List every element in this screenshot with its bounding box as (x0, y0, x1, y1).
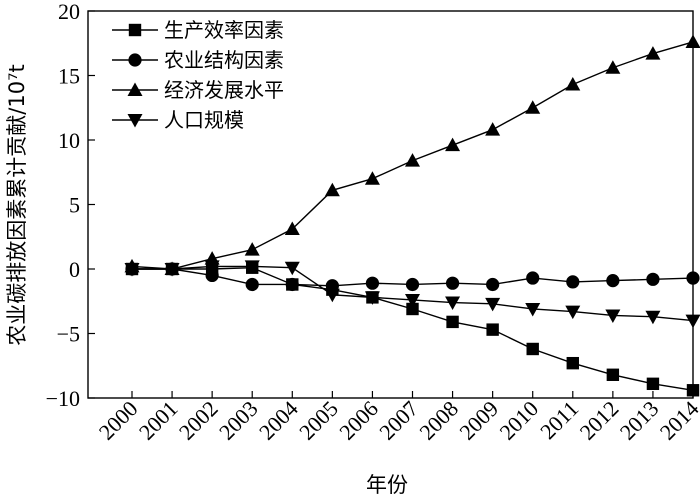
data-point (405, 293, 420, 308)
data-point (405, 277, 420, 292)
y-tick-label: 10 (58, 128, 80, 153)
data-point (445, 137, 461, 152)
data-point (645, 310, 661, 325)
x-tick-label: 2008 (414, 396, 463, 445)
data-point (245, 277, 259, 292)
legend-marker (128, 53, 142, 67)
data-point (606, 274, 620, 288)
data-point (446, 315, 459, 329)
data-point (565, 305, 581, 320)
data-point (284, 221, 300, 236)
x-tick-label: 2004 (254, 396, 303, 445)
data-point (406, 302, 419, 316)
legend-entry: 生产效率因素 (112, 18, 284, 42)
x-tick-label: 2005 (294, 396, 343, 445)
legend-entry: 经济发展水平 (112, 78, 284, 102)
legend-entry: 农业结构因素 (112, 48, 284, 72)
x-tick-label: 2010 (494, 396, 543, 445)
data-point (525, 100, 541, 114)
x-tick-label: 2003 (214, 396, 263, 445)
data-point (686, 271, 700, 285)
x-tick-label: 2001 (134, 396, 183, 445)
data-point (526, 271, 540, 285)
y-tick-label: 20 (58, 0, 80, 24)
x-axis-title: 年份 (366, 473, 408, 497)
data-point (445, 296, 461, 311)
data-point (204, 260, 220, 274)
x-tick-label: 2013 (615, 396, 664, 445)
x-tick-label: 2000 (94, 396, 143, 445)
data-point (164, 263, 180, 277)
series-4 (124, 260, 700, 329)
legend-marker (127, 114, 143, 128)
data-point (526, 342, 539, 356)
data-point (365, 276, 380, 290)
x-tick-label: 2012 (575, 396, 624, 445)
data-point (445, 276, 460, 290)
data-point (405, 153, 420, 167)
data-point (685, 314, 700, 329)
y-axis: −10 −5 0 5 10 15 20 (46, 0, 95, 411)
data-point (686, 384, 700, 397)
data-point (566, 356, 579, 370)
x-tick-label: 2011 (535, 396, 583, 444)
data-point (324, 288, 340, 303)
x-axis: 2000200120022003200420052006200720082009… (94, 391, 700, 445)
data-point (285, 277, 299, 292)
y-axis-title: 农业碳排放因素累计贡献/10⁷t (5, 64, 29, 345)
legend-label: 生产效率因素 (164, 18, 284, 42)
data-point (645, 46, 661, 60)
data-point (646, 377, 660, 391)
data-point (485, 297, 501, 312)
data-point (244, 242, 260, 256)
data-point (486, 323, 499, 336)
data-point (205, 268, 219, 283)
x-tick-label: 2014 (655, 396, 700, 445)
series-layer (124, 34, 700, 397)
x-tick-label: 2007 (374, 396, 423, 445)
data-point (685, 34, 700, 48)
data-point (606, 368, 620, 381)
data-point (244, 260, 260, 274)
data-point (364, 291, 380, 305)
x-tick-label: 2009 (454, 396, 503, 445)
x-tick-label: 2006 (334, 396, 383, 445)
y-tick-label: −5 (57, 322, 80, 347)
legend-entry: 人口规模 (112, 108, 244, 132)
data-point (124, 263, 140, 277)
data-point (486, 277, 500, 292)
data-point (485, 122, 501, 136)
legend-marker (128, 23, 142, 37)
y-tick-label: 15 (58, 64, 80, 89)
y-tick-label: 5 (69, 193, 80, 218)
x-tick-label: 2002 (174, 396, 223, 445)
legend-label: 农业结构因素 (164, 48, 284, 72)
data-point (565, 77, 581, 91)
data-point (324, 182, 340, 197)
data-point (364, 171, 380, 185)
data-point (605, 60, 621, 74)
legend-label: 经济发展水平 (164, 78, 284, 102)
data-point (646, 272, 660, 286)
legend-label: 人口规模 (164, 108, 244, 132)
legend-marker (127, 82, 143, 96)
data-point (566, 275, 580, 289)
data-point (605, 309, 621, 323)
y-tick-label: −10 (46, 386, 80, 411)
y-tick-label: 0 (69, 257, 80, 282)
data-point (284, 261, 300, 276)
data-point (525, 302, 541, 317)
